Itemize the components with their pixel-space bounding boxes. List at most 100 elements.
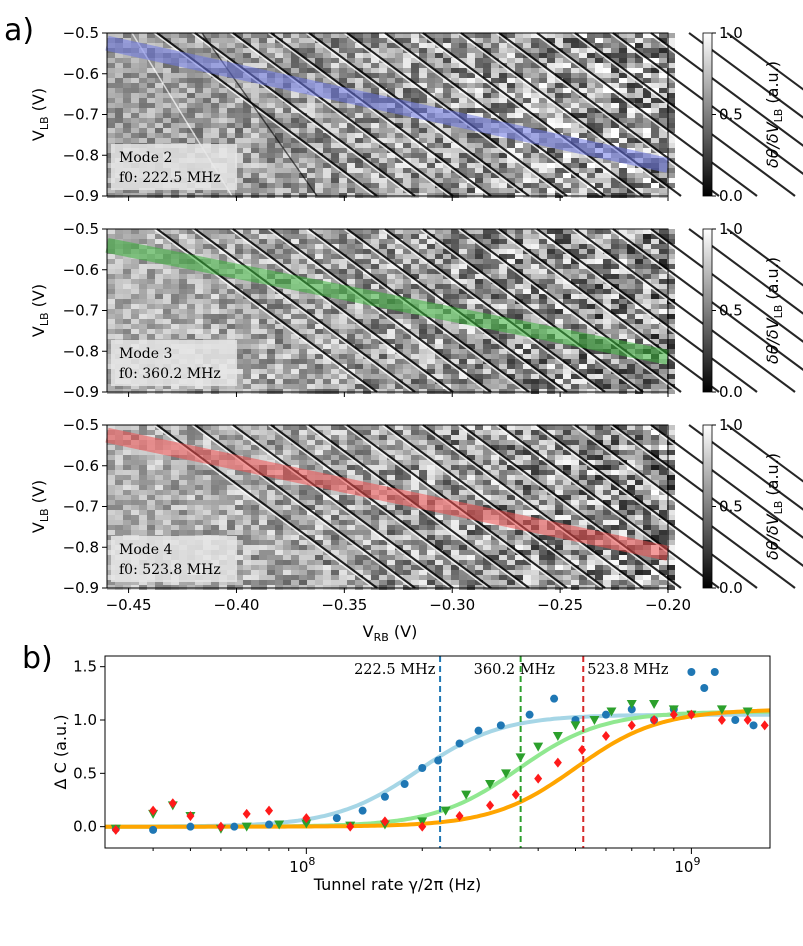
data-point — [626, 700, 637, 709]
panel-b-plot-area — [105, 656, 770, 848]
data-point — [627, 720, 636, 731]
frequency-annotation: 222.5 MHz — [354, 662, 436, 678]
x-tick-label: −0.45 — [106, 596, 152, 614]
data-point — [186, 822, 195, 831]
data-point — [380, 816, 389, 827]
mode-label: Mode 2 — [119, 150, 172, 166]
y-tick-label: −0.7 — [63, 498, 99, 516]
y-tick-label: −0.5 — [63, 220, 99, 238]
data-point — [717, 715, 726, 725]
y-tick-label: 0.0 — [73, 818, 97, 836]
data-point — [687, 709, 696, 720]
y-tick-label: −0.9 — [63, 187, 99, 205]
heatmap-subplot: Mode 2 f0: 222.5 MHz −0.5 −0.6 −0.7 −0.8 −0.9 V… — [29, 24, 803, 205]
y-tick-label: −0.8 — [63, 146, 99, 164]
data-point — [515, 753, 526, 763]
data-point — [346, 821, 355, 832]
data-point — [455, 739, 464, 748]
transition-lines — [153, 424, 803, 589]
frequency-label: f0: 360.2 MHz — [119, 366, 221, 382]
panel-a-xlabel: VRB (V) — [363, 622, 418, 644]
x-tick-label: −0.30 — [429, 596, 475, 614]
data-point — [570, 721, 581, 731]
colorbar-tick-label: 1.0 — [719, 416, 743, 434]
data-point — [716, 705, 727, 715]
mode-label: Mode 3 — [119, 346, 172, 362]
y-tick-label: 1.5 — [73, 658, 97, 676]
data-point — [533, 742, 544, 752]
heatmap-subplot: Mode 4f0: 523.8 MHz−0.5−0.6−0.7−0.8−0.9−… — [29, 416, 803, 614]
data-point — [669, 709, 678, 720]
data-point — [358, 806, 367, 815]
data-point — [302, 813, 311, 824]
frequency-annotation: 360.2 MHz — [474, 662, 556, 678]
y-tick-label: −0.6 — [63, 261, 99, 279]
data-point — [474, 726, 483, 735]
y-tick-label: −0.9 — [63, 383, 99, 401]
colorbar-label: δθ/δVLB (a.u.) — [763, 257, 785, 364]
frequency-label: f0: 523.8 MHz — [119, 562, 221, 578]
x-tick-label: −0.40 — [213, 596, 259, 614]
data-point — [241, 822, 252, 832]
data-point — [434, 756, 443, 765]
y-tick-label: 0.5 — [73, 764, 97, 782]
panel-b-scatter: 222.5 MHz 360.2 MHz 523.8 MHz 0.0 0.5 1.0 1.5 1… — [51, 655, 771, 894]
data-point — [168, 798, 177, 809]
data-point — [550, 694, 559, 703]
colorbar-tick-label: 0.0 — [719, 383, 743, 401]
fit-curve — [105, 712, 770, 829]
highlight-band — [105, 237, 670, 365]
data-point — [485, 780, 496, 789]
highlight-band — [105, 35, 670, 173]
y-tick-label: −0.6 — [63, 65, 99, 83]
plot-frame — [104, 655, 771, 849]
data-point — [742, 707, 753, 717]
x-tick-label: −0.20 — [645, 596, 691, 614]
data-point — [601, 731, 610, 741]
data-point — [216, 821, 225, 832]
transition-lines — [131, 32, 803, 197]
panel-b-xlabel: Tunnel rate γ/2π (Hz) — [313, 875, 481, 894]
data-point — [265, 820, 274, 829]
data-point — [265, 805, 274, 816]
panel-a-ylabel: VLB (V) — [29, 88, 51, 141]
y-tick-label: −0.7 — [63, 302, 99, 320]
data-point — [242, 808, 251, 819]
data-point — [650, 715, 659, 725]
data-point — [496, 721, 505, 730]
data-point — [731, 716, 740, 724]
colorbar-tick-label: 1.0 — [719, 24, 743, 42]
colorbar-label: δθ/δVLB (a.u.) — [763, 453, 785, 560]
data-point — [380, 792, 389, 801]
data-point — [687, 668, 696, 676]
y-tick-label: −0.8 — [63, 342, 99, 360]
data-point — [230, 822, 239, 831]
data-point — [149, 825, 158, 834]
fit-curve — [105, 709, 770, 829]
data-point — [534, 773, 543, 784]
data-point — [111, 824, 120, 835]
colorbar-tick-label: 1.0 — [719, 220, 743, 238]
x-tick-label: −0.35 — [321, 596, 367, 614]
colorbar — [702, 32, 713, 197]
y-tick-label: −0.9 — [63, 579, 99, 597]
data-point — [500, 769, 511, 779]
data-point — [552, 732, 563, 741]
x-tick-label: 108 — [289, 855, 315, 876]
data-point — [455, 811, 464, 821]
data-point — [418, 764, 427, 772]
data-point — [525, 710, 534, 719]
colorbar — [702, 424, 713, 589]
panel-a-ylabel: VLB (V) — [29, 480, 51, 533]
data-point — [461, 790, 472, 800]
panel-a-ylabel: VLB (V) — [29, 284, 51, 337]
data-point — [440, 806, 451, 816]
data-point — [743, 715, 752, 725]
data-point — [606, 707, 617, 717]
data-point — [301, 819, 312, 829]
y-tick-label: 1.0 — [73, 711, 97, 729]
mode-label-box — [111, 340, 237, 386]
mode-label: Mode 4 — [119, 542, 172, 558]
data-point — [400, 780, 409, 788]
